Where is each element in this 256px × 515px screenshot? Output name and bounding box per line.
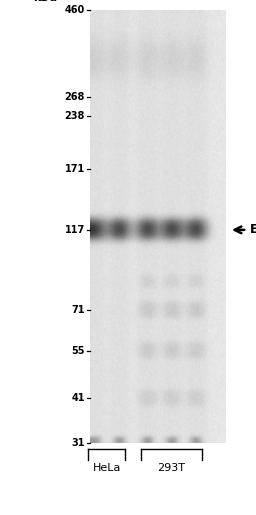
Text: 41: 41: [71, 393, 85, 403]
Text: EWS: EWS: [250, 224, 256, 236]
Text: 117: 117: [65, 225, 85, 235]
Text: 71: 71: [71, 305, 85, 315]
Text: kDa: kDa: [33, 0, 57, 3]
Text: 171: 171: [65, 164, 85, 174]
Text: 460: 460: [65, 5, 85, 15]
Text: 31: 31: [71, 438, 85, 448]
Text: 293T: 293T: [157, 463, 186, 473]
Text: 268: 268: [65, 92, 85, 102]
Text: 55: 55: [71, 346, 85, 356]
Text: 238: 238: [65, 111, 85, 121]
Text: HeLa: HeLa: [93, 463, 121, 473]
